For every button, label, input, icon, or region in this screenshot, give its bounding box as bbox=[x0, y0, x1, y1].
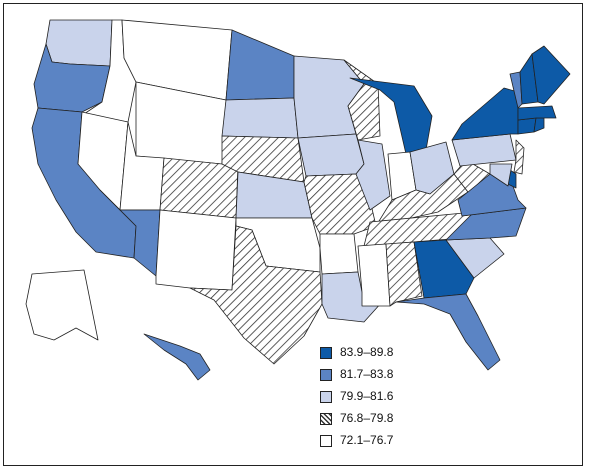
state-ma bbox=[517, 105, 557, 121]
state-nj bbox=[513, 139, 525, 175]
us-choropleth-map bbox=[25, 19, 571, 381]
legend-item-0: 83.9–89.8 bbox=[320, 344, 470, 366]
state-ia bbox=[297, 133, 365, 177]
state-ri bbox=[533, 117, 545, 133]
legend-item-2: 79.9–81.6 bbox=[320, 388, 470, 410]
state-sd bbox=[221, 97, 299, 139]
state-ga bbox=[413, 239, 475, 299]
map-frame: 83.9–89.8 81.7–83.8 79.9–81.6 76.8–79.8 … bbox=[3, 3, 583, 466]
legend-swatch-4 bbox=[320, 435, 332, 447]
legend-item-4: 72.1–76.7 bbox=[320, 432, 470, 454]
legend-item-3: 76.8–79.8 bbox=[320, 410, 470, 432]
state-nm bbox=[155, 209, 237, 291]
legend-label-0: 83.9–89.8 bbox=[340, 345, 394, 359]
state-ny bbox=[451, 87, 519, 141]
map-legend: 83.9–89.8 81.7–83.8 79.9–81.6 76.8–79.8 … bbox=[320, 344, 470, 454]
legend-label-1: 81.7–83.8 bbox=[340, 367, 394, 381]
state-tx bbox=[189, 225, 323, 365]
state-co bbox=[159, 157, 239, 219]
legend-swatch-3 bbox=[320, 413, 332, 425]
state-la bbox=[321, 271, 383, 323]
legend-swatch-1 bbox=[320, 369, 332, 381]
state-il bbox=[355, 139, 391, 211]
state-ct bbox=[517, 117, 537, 135]
state-md bbox=[489, 163, 513, 187]
state-al bbox=[385, 241, 423, 307]
state-wa bbox=[45, 19, 113, 67]
state-nd bbox=[225, 29, 295, 101]
legend-swatch-2 bbox=[320, 391, 332, 403]
state-hi bbox=[143, 333, 211, 381]
state-ar bbox=[319, 233, 359, 275]
state-ms bbox=[357, 243, 391, 307]
legend-item-1: 81.7–83.8 bbox=[320, 366, 470, 388]
legend-swatch-0 bbox=[320, 347, 332, 359]
legend-label-2: 79.9–81.6 bbox=[340, 389, 394, 403]
legend-label-3: 76.8–79.8 bbox=[340, 411, 394, 425]
state-me bbox=[531, 45, 571, 105]
legend-label-4: 72.1–76.7 bbox=[340, 433, 394, 447]
state-fl bbox=[395, 293, 501, 371]
state-ak bbox=[25, 269, 99, 341]
